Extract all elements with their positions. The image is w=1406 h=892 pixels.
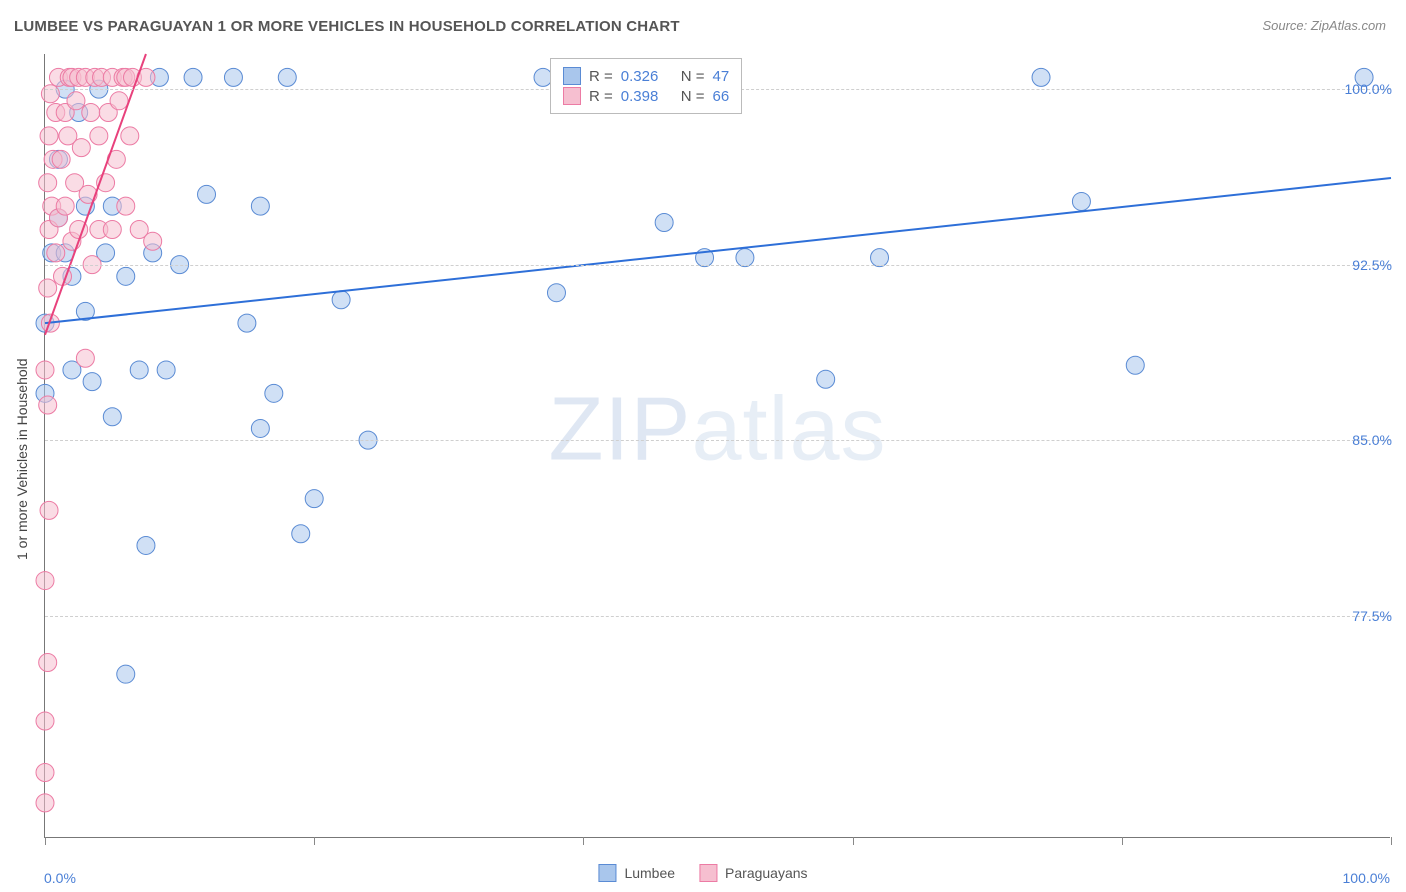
x-tick	[314, 837, 315, 845]
data-point	[72, 139, 90, 157]
data-point	[117, 665, 135, 683]
data-point	[332, 291, 350, 309]
x-tick-0: 0.0%	[44, 870, 76, 886]
data-point	[40, 127, 58, 145]
legend-label-paraguayans: Paraguayans	[725, 865, 808, 881]
x-tick	[583, 837, 584, 845]
data-point	[238, 314, 256, 332]
data-point	[39, 653, 57, 671]
y-tick-label: 85.0%	[1352, 432, 1392, 448]
r-value-paraguayans: 0.398	[621, 88, 673, 105]
y-tick-label: 92.5%	[1352, 257, 1392, 273]
data-point	[39, 174, 57, 192]
data-point	[83, 373, 101, 391]
x-tick-100: 100.0%	[1343, 870, 1390, 886]
data-point	[36, 794, 54, 812]
data-point	[130, 361, 148, 379]
legend-swatch-lumbee	[563, 67, 581, 85]
data-point	[251, 197, 269, 215]
data-point	[265, 384, 283, 402]
data-point	[56, 197, 74, 215]
data-point	[117, 267, 135, 285]
chart-svg	[45, 54, 1390, 837]
data-point	[79, 185, 97, 203]
r-value-lumbee: 0.326	[621, 68, 673, 85]
n-value-lumbee: 47	[713, 68, 730, 85]
data-point	[39, 396, 57, 414]
legend-item-lumbee: Lumbee	[598, 864, 675, 882]
data-point	[251, 419, 269, 437]
r-label: R =	[589, 68, 613, 85]
data-point	[144, 232, 162, 250]
data-point	[36, 712, 54, 730]
data-point	[40, 501, 58, 519]
data-point	[90, 127, 108, 145]
y-tick-label: 77.5%	[1352, 608, 1392, 624]
x-tick	[853, 837, 854, 845]
r-label: R =	[589, 88, 613, 105]
data-point	[305, 490, 323, 508]
legend-label-lumbee: Lumbee	[624, 865, 675, 881]
data-point	[103, 408, 121, 426]
x-tick	[1122, 837, 1123, 845]
data-point	[137, 536, 155, 554]
data-point	[36, 572, 54, 590]
chart-title: LUMBEE VS PARAGUAYAN 1 OR MORE VEHICLES …	[14, 18, 680, 35]
data-point	[117, 197, 135, 215]
data-point	[52, 150, 70, 168]
data-point	[1072, 192, 1090, 210]
legend-series: Lumbee Paraguayans	[598, 864, 807, 882]
x-tick	[1391, 837, 1392, 845]
data-point	[121, 127, 139, 145]
data-point	[655, 214, 673, 232]
y-axis-label: 1 or more Vehicles in Household	[14, 358, 30, 560]
legend-swatch-paraguayans	[563, 87, 581, 105]
data-point	[76, 349, 94, 367]
data-point	[278, 68, 296, 86]
legend-item-paraguayans: Paraguayans	[699, 864, 808, 882]
data-point	[82, 104, 100, 122]
legend-swatch-paraguayans-icon	[699, 864, 717, 882]
legend-swatch-lumbee-icon	[598, 864, 616, 882]
data-point	[39, 279, 57, 297]
data-point	[547, 284, 565, 302]
data-point	[67, 92, 85, 110]
legend-correlation-box: R = 0.326 N = 47 R = 0.398 N = 66	[550, 58, 742, 114]
plot-area: ZIPatlas	[44, 54, 1390, 838]
legend-row-paraguayans: R = 0.398 N = 66	[563, 87, 729, 105]
data-point	[817, 370, 835, 388]
data-point	[110, 92, 128, 110]
gridline	[45, 265, 1390, 266]
data-point	[224, 68, 242, 86]
n-label: N =	[681, 88, 705, 105]
data-point	[47, 244, 65, 262]
data-point	[103, 221, 121, 239]
data-point	[292, 525, 310, 543]
data-point	[184, 68, 202, 86]
data-point	[41, 85, 59, 103]
gridline	[45, 616, 1390, 617]
y-tick-label: 100.0%	[1345, 81, 1392, 97]
data-point	[36, 361, 54, 379]
trend-line	[45, 178, 1391, 323]
x-tick	[45, 837, 46, 845]
gridline	[45, 440, 1390, 441]
source-label: Source: ZipAtlas.com	[1262, 18, 1386, 33]
data-point	[36, 763, 54, 781]
n-value-paraguayans: 66	[713, 88, 730, 105]
data-point	[157, 361, 175, 379]
legend-row-lumbee: R = 0.326 N = 47	[563, 67, 729, 85]
data-point	[1032, 68, 1050, 86]
data-point	[1126, 356, 1144, 374]
data-point	[198, 185, 216, 203]
n-label: N =	[681, 68, 705, 85]
